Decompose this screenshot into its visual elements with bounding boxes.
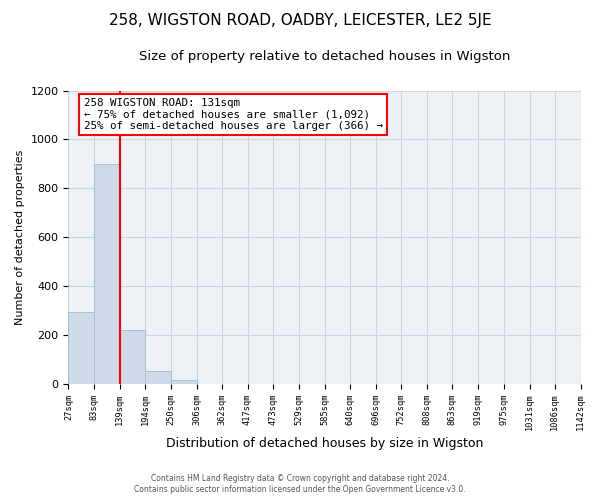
Bar [94,164,120,384]
Bar [68,312,94,384]
Bar [120,330,145,384]
Y-axis label: Number of detached properties: Number of detached properties [15,150,25,325]
Text: 258, WIGSTON ROAD, OADBY, LEICESTER, LE2 5JE: 258, WIGSTON ROAD, OADBY, LEICESTER, LE2… [109,12,491,28]
X-axis label: Distribution of detached houses by size in Wigston: Distribution of detached houses by size … [166,437,483,450]
Text: Contains HM Land Registry data © Crown copyright and database right 2024.
Contai: Contains HM Land Registry data © Crown c… [134,474,466,494]
Bar [171,380,197,384]
Text: 258 WIGSTON ROAD: 131sqm
← 75% of detached houses are smaller (1,092)
25% of sem: 258 WIGSTON ROAD: 131sqm ← 75% of detach… [84,98,383,131]
Bar [145,372,171,384]
Title: Size of property relative to detached houses in Wigston: Size of property relative to detached ho… [139,50,510,63]
